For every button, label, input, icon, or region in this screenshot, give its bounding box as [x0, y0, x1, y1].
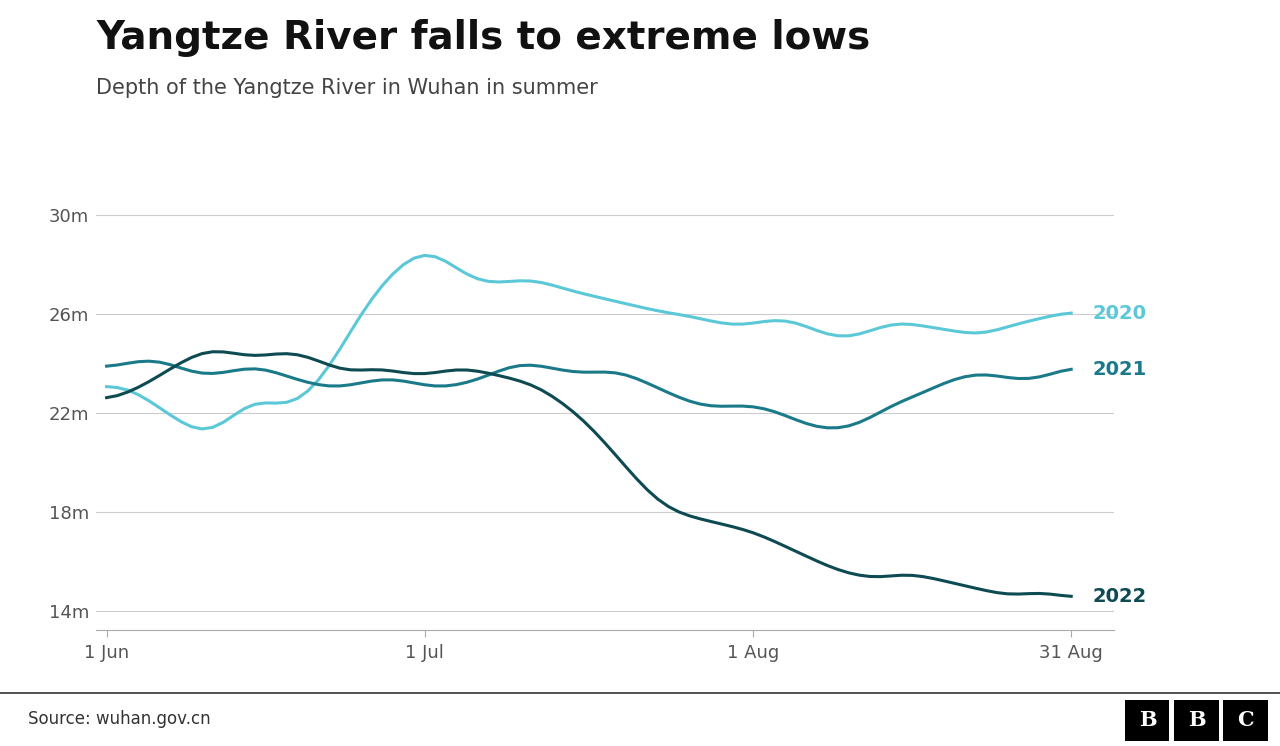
Text: Yangtze River falls to extreme lows: Yangtze River falls to extreme lows	[96, 19, 870, 57]
Text: 2021: 2021	[1092, 360, 1147, 379]
Text: Depth of the Yangtze River in Wuhan in summer: Depth of the Yangtze River in Wuhan in s…	[96, 78, 598, 98]
Text: C: C	[1238, 710, 1254, 730]
Text: 2020: 2020	[1092, 304, 1147, 322]
FancyBboxPatch shape	[1174, 700, 1219, 741]
FancyBboxPatch shape	[1224, 700, 1267, 741]
FancyBboxPatch shape	[1125, 700, 1170, 741]
Text: Source: wuhan.gov.cn: Source: wuhan.gov.cn	[28, 710, 211, 728]
Text: B: B	[1139, 710, 1156, 730]
Text: 2022: 2022	[1092, 587, 1147, 606]
Text: B: B	[1188, 710, 1206, 730]
